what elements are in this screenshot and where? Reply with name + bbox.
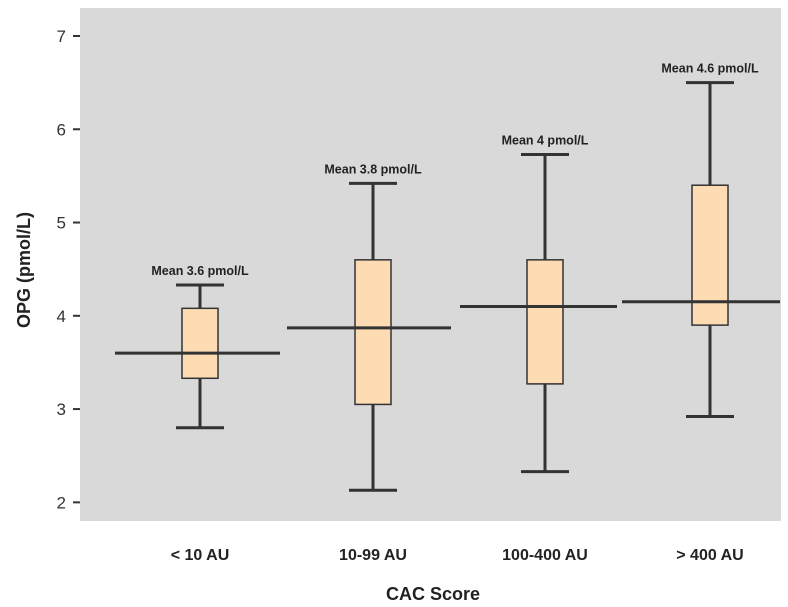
y-tick-label: 4 bbox=[57, 307, 66, 326]
iqr-box bbox=[526, 259, 564, 385]
x-tick-label: > 400 AU bbox=[676, 547, 743, 564]
y-axis: 2 3 4 5 6 7 bbox=[57, 27, 80, 512]
box-2: Mean 3.8 pmol/L bbox=[287, 162, 451, 492]
y-axis-label: OPG (pmol/L) bbox=[14, 212, 34, 328]
box-1: Mean 3.6 pmol/L bbox=[115, 264, 280, 430]
mean-annotation: Mean 3.6 pmol/L bbox=[151, 264, 249, 278]
mean-annotation: Mean 3.8 pmol/L bbox=[324, 162, 422, 176]
mean-annotation: Mean 4.6 pmol/L bbox=[661, 62, 759, 76]
box-group: Mean 3.6 pmol/L Mean 3.8 pmol/L Mean 4 pmo… bbox=[115, 62, 780, 492]
plot-area bbox=[80, 8, 781, 521]
y-tick-label: 5 bbox=[57, 214, 66, 233]
x-tick-label: 100-400 AU bbox=[502, 547, 588, 564]
box-4: Mean 4.6 pmol/L bbox=[622, 62, 780, 419]
x-tick-label: 10-99 AU bbox=[339, 547, 407, 564]
y-tick-label: 7 bbox=[57, 27, 66, 46]
y-tick-label: 3 bbox=[57, 400, 66, 419]
x-axis: < 10 AU 10-99 AU 100-400 AU > 400 AU bbox=[171, 547, 744, 564]
box-3: Mean 4 pmol/L bbox=[460, 133, 617, 474]
iqr-box bbox=[354, 259, 392, 406]
x-tick-label: < 10 AU bbox=[171, 547, 230, 564]
y-tick-label: 6 bbox=[57, 120, 66, 139]
x-axis-label: CAC Score bbox=[386, 584, 480, 604]
mean-annotation: Mean 4 pmol/L bbox=[502, 133, 589, 147]
y-tick-label: 2 bbox=[57, 493, 66, 512]
iqr-box bbox=[691, 184, 729, 326]
iqr-box bbox=[181, 307, 219, 380]
